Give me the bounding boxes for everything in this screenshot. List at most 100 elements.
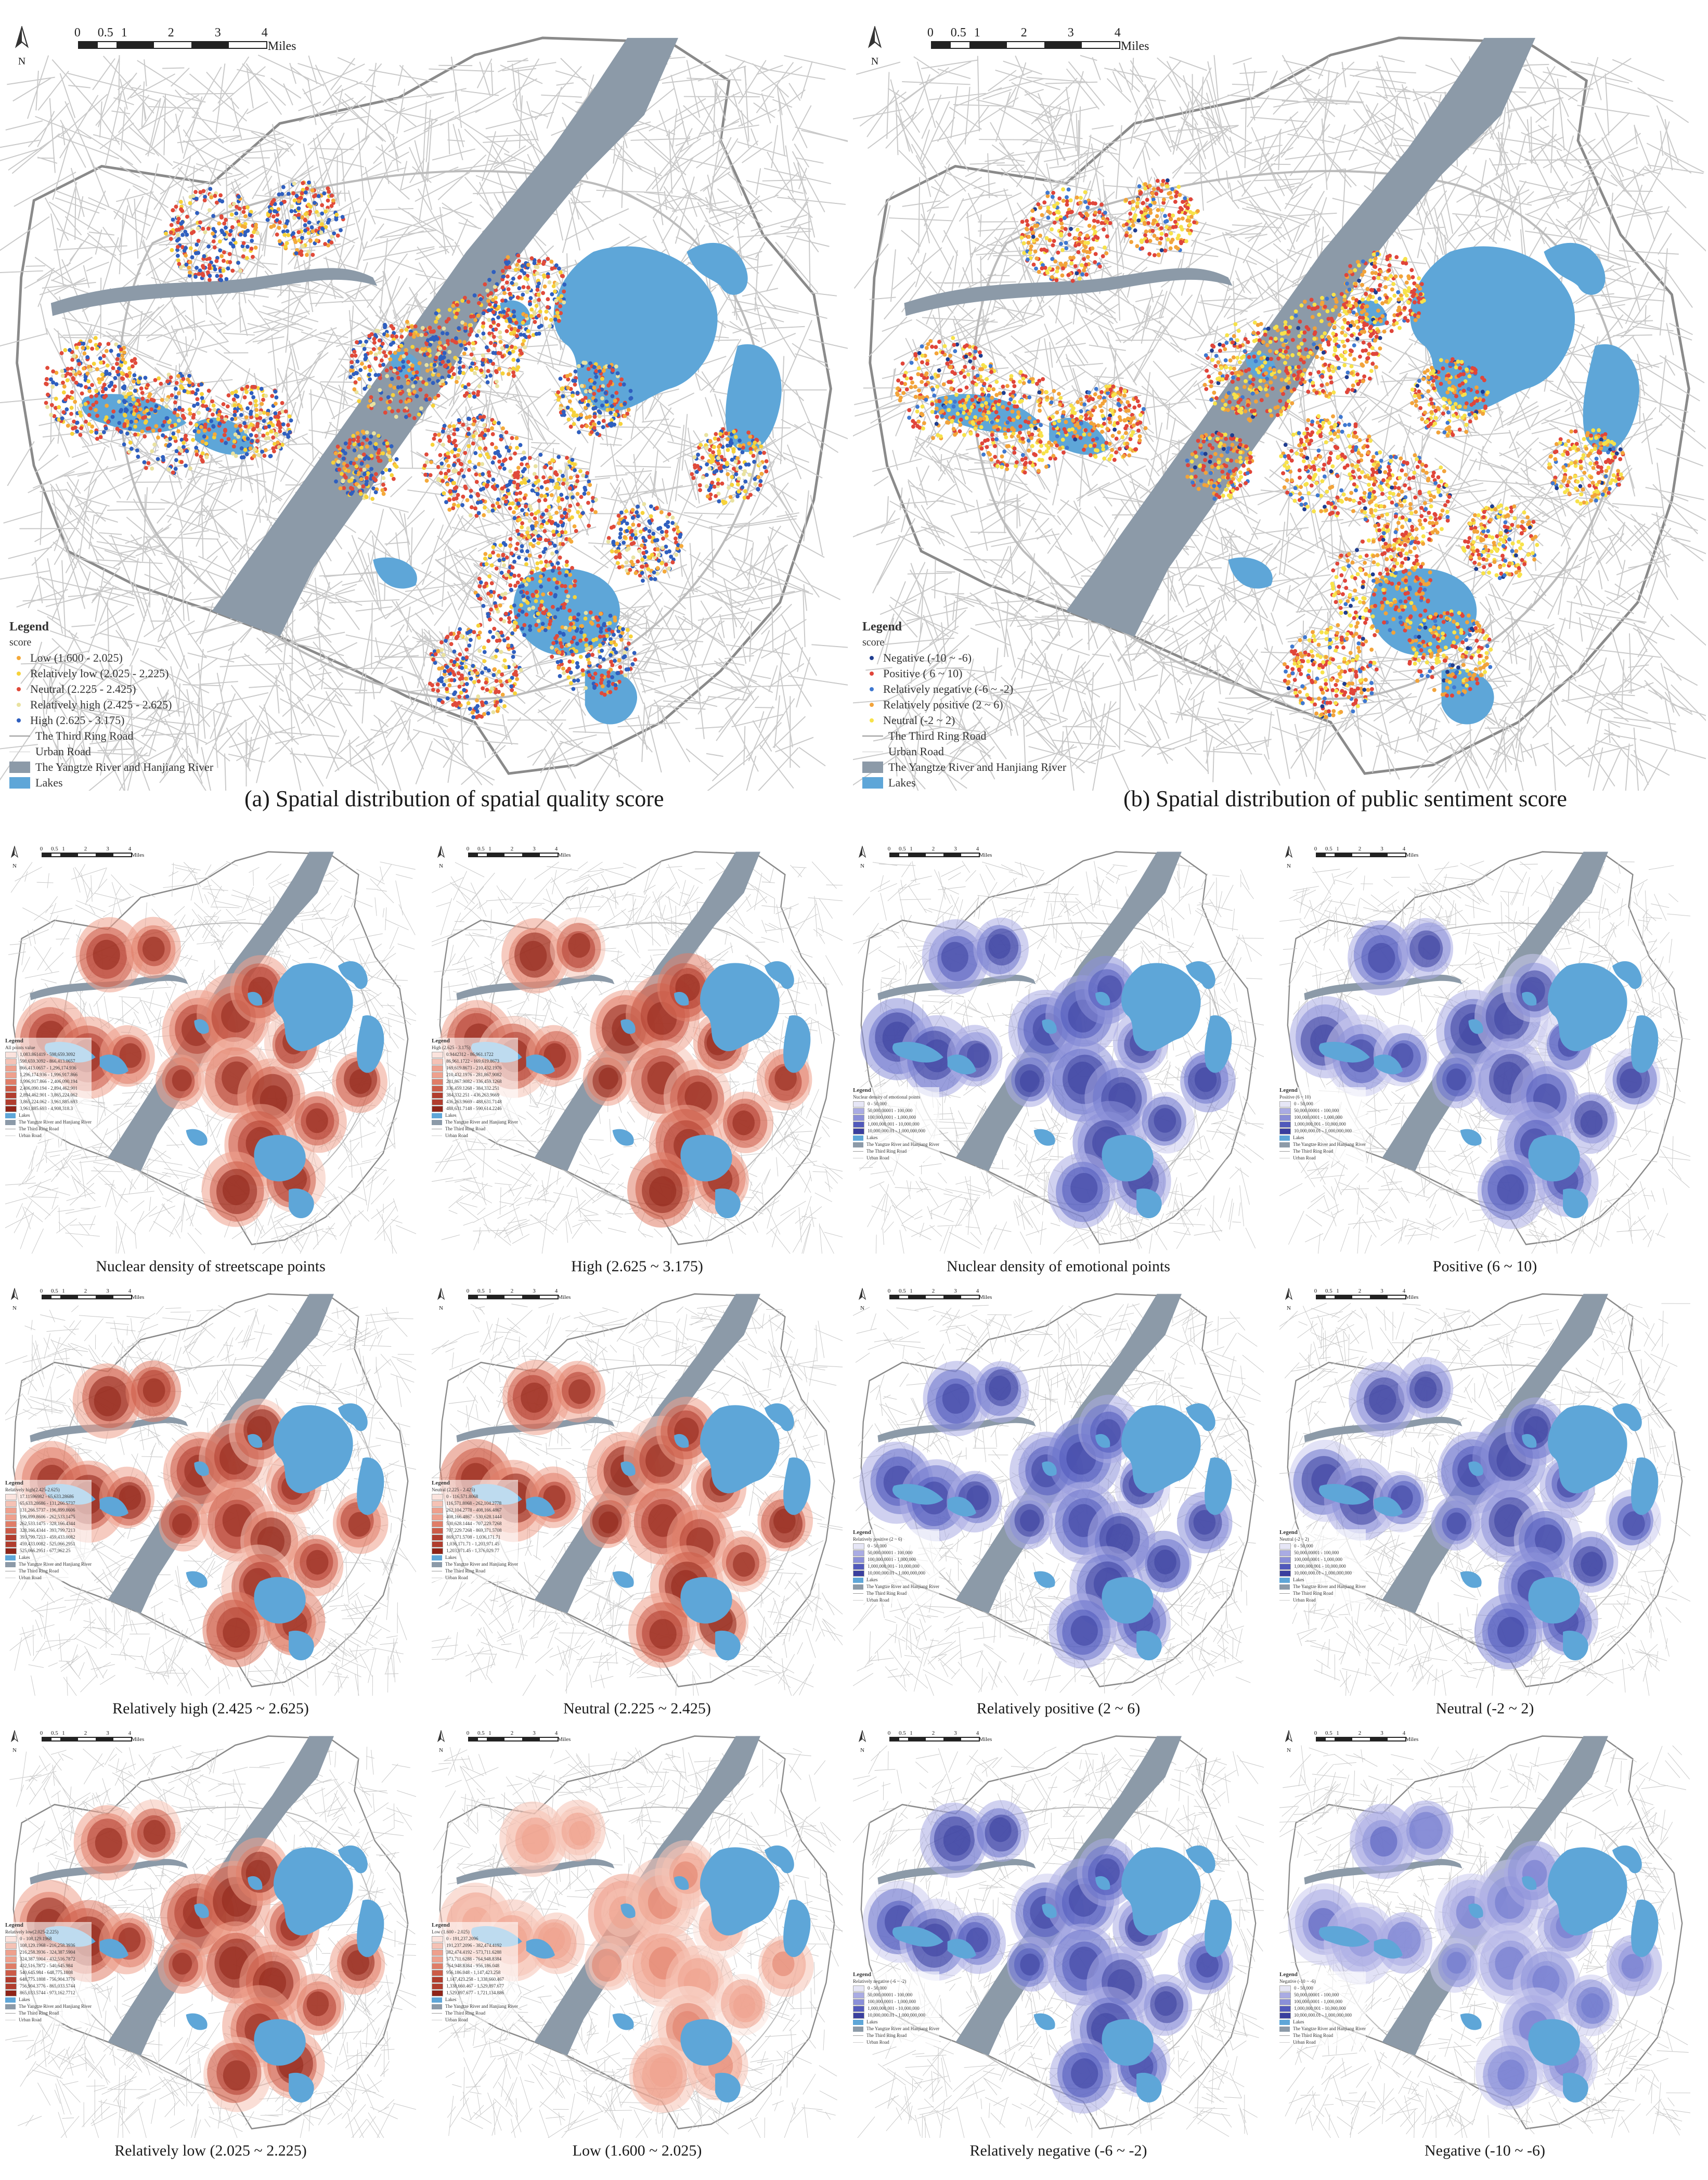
score-point bbox=[716, 461, 720, 466]
score-point bbox=[527, 553, 532, 558]
score-point bbox=[472, 680, 476, 685]
score-point bbox=[920, 344, 924, 349]
score-point bbox=[285, 229, 290, 234]
score-point bbox=[617, 679, 622, 684]
score-point bbox=[555, 607, 560, 612]
score-point bbox=[502, 658, 507, 663]
score-point bbox=[608, 407, 613, 412]
score-point bbox=[515, 625, 520, 629]
score-point bbox=[356, 439, 360, 443]
score-point bbox=[503, 591, 508, 596]
score-point bbox=[1059, 241, 1063, 246]
score-point bbox=[524, 314, 528, 318]
score-point bbox=[539, 324, 544, 328]
lake bbox=[1228, 557, 1273, 589]
score-point bbox=[171, 217, 175, 222]
score-point bbox=[543, 494, 547, 498]
score-point bbox=[562, 605, 566, 610]
score-point bbox=[475, 671, 480, 676]
score-point bbox=[1128, 211, 1133, 216]
score-point bbox=[273, 415, 278, 419]
score-point bbox=[1179, 225, 1183, 229]
legend-base-item: The Third Ring Road bbox=[9, 728, 213, 744]
score-point bbox=[484, 345, 489, 350]
score-point bbox=[473, 590, 478, 595]
score-point bbox=[1037, 269, 1041, 274]
score-point bbox=[199, 424, 203, 429]
legend-swatch bbox=[17, 718, 21, 723]
score-point bbox=[1020, 220, 1025, 224]
score-point bbox=[967, 411, 972, 416]
score-point bbox=[270, 394, 275, 398]
score-point bbox=[115, 369, 120, 374]
score-point bbox=[1031, 235, 1036, 239]
score-point bbox=[277, 410, 282, 415]
score-point bbox=[981, 397, 986, 402]
score-point bbox=[202, 198, 207, 203]
score-point bbox=[571, 652, 575, 657]
score-point bbox=[748, 434, 753, 439]
score-point bbox=[273, 442, 277, 446]
score-point bbox=[1144, 208, 1148, 213]
score-point bbox=[419, 406, 423, 411]
score-point bbox=[524, 612, 529, 617]
score-point bbox=[261, 397, 265, 402]
score-point bbox=[975, 433, 980, 437]
score-point bbox=[410, 344, 415, 349]
score-point bbox=[167, 420, 171, 424]
score-point bbox=[373, 373, 378, 377]
score-point bbox=[1248, 374, 1252, 379]
score-point bbox=[570, 458, 575, 462]
score-point bbox=[90, 424, 95, 429]
score-point bbox=[920, 360, 924, 365]
score-point bbox=[237, 222, 241, 227]
score-point bbox=[372, 431, 376, 435]
score-point bbox=[1151, 218, 1156, 223]
score-point bbox=[957, 400, 962, 405]
score-point bbox=[513, 267, 518, 272]
score-point bbox=[574, 413, 579, 418]
score-point bbox=[491, 635, 496, 639]
score-point bbox=[99, 360, 103, 365]
score-point bbox=[300, 236, 304, 240]
score-point bbox=[1021, 241, 1026, 246]
score-point bbox=[159, 381, 163, 386]
score-point bbox=[553, 470, 558, 474]
score-point bbox=[1124, 431, 1128, 435]
score-point bbox=[206, 389, 211, 393]
score-point bbox=[1112, 427, 1117, 432]
score-point bbox=[994, 437, 999, 442]
score-point bbox=[512, 620, 517, 625]
score-point bbox=[350, 353, 354, 358]
score-point bbox=[453, 340, 457, 344]
score-point bbox=[538, 579, 542, 584]
score-point bbox=[1005, 384, 1010, 389]
score-point bbox=[531, 605, 536, 610]
score-point bbox=[976, 421, 981, 425]
score-point bbox=[187, 274, 192, 278]
score-point bbox=[1072, 430, 1077, 434]
score-point bbox=[542, 284, 547, 289]
score-point bbox=[507, 616, 511, 621]
score-point bbox=[971, 422, 976, 427]
score-point bbox=[506, 636, 510, 641]
score-point bbox=[478, 580, 483, 585]
score-point bbox=[1234, 386, 1239, 391]
score-point bbox=[547, 280, 552, 285]
score-point bbox=[544, 608, 548, 613]
score-point bbox=[916, 372, 921, 377]
score-point bbox=[242, 248, 247, 252]
score-point bbox=[384, 468, 389, 472]
score-point bbox=[986, 410, 990, 415]
score-point bbox=[622, 540, 626, 545]
score-point bbox=[73, 399, 77, 404]
score-point bbox=[197, 272, 201, 276]
score-point bbox=[257, 428, 262, 432]
score-point bbox=[710, 480, 715, 485]
score-point bbox=[89, 394, 94, 399]
score-point bbox=[525, 290, 529, 294]
score-point bbox=[499, 617, 503, 622]
score-point bbox=[948, 354, 953, 358]
score-point bbox=[636, 504, 640, 509]
score-point bbox=[411, 371, 416, 376]
